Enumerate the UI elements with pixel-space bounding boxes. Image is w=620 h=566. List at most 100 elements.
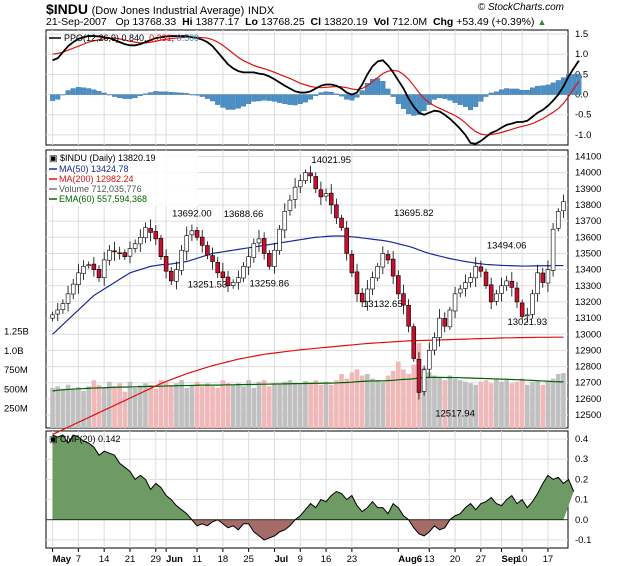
open-value: 13768.33: [132, 16, 177, 28]
ppo-hist-bar: [344, 94, 350, 100]
ppo-hist-bar: [50, 94, 56, 101]
candle-body: [256, 238, 262, 244]
volume-bar: [122, 391, 128, 428]
volume-bar: [463, 381, 468, 428]
ppo-ytick: 0.5: [575, 69, 588, 80]
ppo-hist-bar: [493, 91, 499, 95]
ppo-hist-bar: [163, 91, 169, 95]
volume-bar: [148, 384, 153, 428]
volume-bar: [60, 388, 66, 428]
candle-body: [483, 271, 489, 287]
volume-ytick: 250M: [4, 404, 28, 415]
price-ytick: 13200: [575, 297, 601, 308]
ppo-hist-bar: [106, 94, 112, 96]
ppo-hist-bar: [122, 94, 128, 99]
candle-body: [561, 201, 566, 212]
ppo-ytick: -1.0: [575, 130, 591, 141]
volume-bar: [504, 380, 509, 428]
low-label: Lo: [245, 16, 258, 28]
candle-body: [65, 293, 71, 304]
volume-bar: [354, 369, 360, 428]
ppo-hist-bar: [524, 89, 530, 95]
legend-entry: MA(50) 13424.78: [59, 164, 129, 174]
ppo-hist-bar: [241, 94, 246, 107]
volume-bar: [70, 389, 76, 428]
ppo-hist-bar: [173, 92, 179, 95]
ppo-hist-bar: [468, 94, 474, 111]
candle-body: [143, 227, 148, 239]
volume-bar: [101, 387, 107, 428]
ppo-hist-bar: [127, 94, 133, 99]
candle-body: [545, 269, 551, 284]
candle-body: [127, 248, 133, 257]
price-ytick: 13600: [575, 232, 601, 243]
price-annotation: 13132.65: [363, 299, 403, 310]
candle-body: [174, 269, 179, 282]
ppo-hist-bar: [117, 94, 123, 98]
volume-ytick: 1.25B: [4, 327, 29, 338]
ppo-hist-bar: [370, 79, 375, 95]
volume-bar: [230, 384, 236, 428]
volume-bar: [395, 361, 401, 428]
candle-body: [339, 217, 344, 228]
volume-bar: [65, 384, 71, 428]
candle-body: [308, 172, 313, 177]
ma200-line: [52, 336, 564, 436]
ppo-hist-bar: [313, 94, 319, 96]
candle-body: [220, 271, 226, 278]
ppo-hist-bar: [529, 87, 535, 95]
x-tick-label: Aug6: [398, 554, 422, 565]
ppo-hist-bar: [390, 94, 396, 97]
x-tick-label: 29: [150, 554, 161, 565]
exchange: INDX: [247, 5, 275, 17]
ppo-hist-bar: [287, 94, 293, 105]
candle-body: [230, 282, 236, 286]
candle-body: [272, 249, 277, 267]
x-tick-label: Jul: [274, 554, 288, 565]
volume-bar: [509, 383, 515, 428]
x-tick-label: 17: [543, 554, 554, 565]
ppo-hist-bar: [499, 89, 504, 95]
brand-label: © StockCharts.com: [477, 2, 564, 13]
volume-bar: [277, 384, 282, 428]
candle-body: [297, 180, 303, 188]
high-value: 13877.17: [195, 16, 240, 28]
candle-body: [349, 253, 355, 274]
ppo-hist-bar: [462, 94, 468, 107]
price-annotation: 12517.94: [435, 408, 475, 419]
volume-bar: [81, 390, 86, 428]
ppo-hist-bar: [447, 94, 453, 101]
candle-body: [261, 238, 267, 254]
candle-body: [241, 266, 246, 279]
candle-body: [396, 275, 401, 295]
symbol: $INDU: [46, 1, 89, 17]
legend-entry: Volume 712,035,776: [59, 184, 142, 194]
candle-body: [447, 309, 453, 328]
candle-body: [148, 228, 153, 233]
volume-bar: [524, 384, 530, 428]
candle-body: [313, 176, 319, 190]
x-tick-label: 21: [125, 554, 136, 565]
price-annotation: 14021.95: [311, 155, 351, 166]
price-ytick: 12900: [575, 345, 601, 356]
volume-bar: [96, 384, 102, 428]
volume-bar: [483, 380, 489, 428]
ppo-hist-bar: [230, 94, 236, 110]
ppo-hist-bar: [545, 84, 551, 95]
volume-bar: [488, 383, 494, 428]
x-tick-label: 23: [347, 554, 358, 565]
candle-body: [282, 211, 288, 231]
volume-bar: [189, 384, 195, 428]
price-ytick: 13900: [575, 184, 601, 195]
price-ytick: 12800: [575, 362, 601, 373]
ppo-hist-bar: [297, 94, 303, 104]
ppo-hist-bar: [380, 81, 386, 95]
volume-bar: [370, 378, 375, 428]
ppo-hist-bar: [271, 94, 277, 102]
candle-body: [107, 249, 112, 261]
ppo-hist-bar: [210, 94, 216, 102]
ppo-hist-bar: [333, 93, 339, 95]
ppo-hist-bar: [261, 94, 267, 101]
ppo-hist-bar: [282, 94, 288, 104]
volume-bar: [210, 386, 215, 428]
